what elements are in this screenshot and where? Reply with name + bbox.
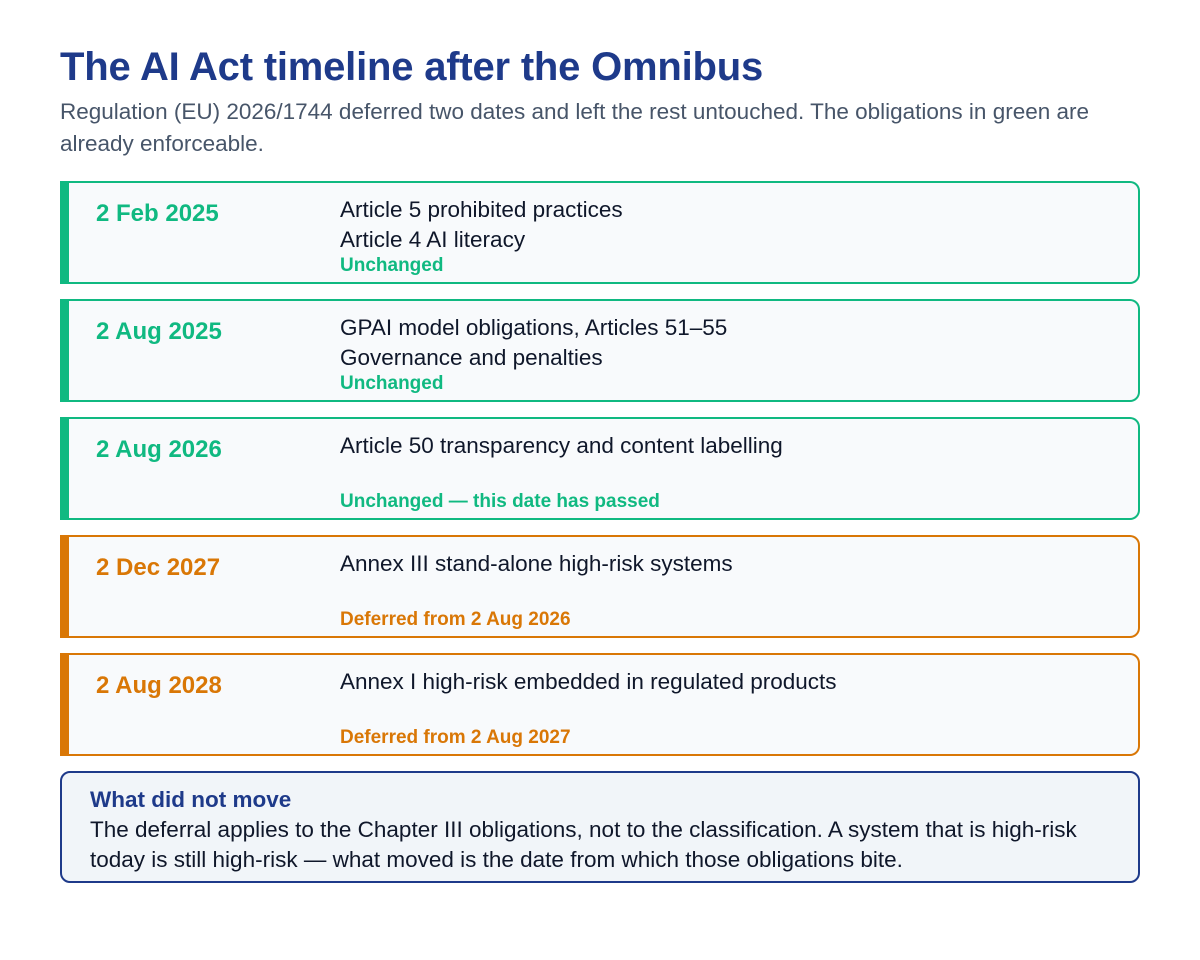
- timeline-item: Article 4 AI literacy: [340, 227, 526, 252]
- page: The AI Act timeline after the Omnibus Re…: [60, 44, 1140, 883]
- timeline-date: 2 Dec 2027: [96, 554, 221, 581]
- timeline-status: Unchanged: [340, 255, 444, 276]
- timeline-date: 2 Aug 2028: [96, 672, 222, 699]
- timeline-items: Annex III stand-alone high-risk systems: [340, 549, 1100, 579]
- timeline-row: 2 Feb 2025 Article 5 prohibited practices…: [60, 181, 1140, 284]
- timeline-row: 2 Aug 2026 Article 50 transparency and co…: [60, 417, 1140, 520]
- timeline-item: Governance and penalties: [340, 345, 603, 370]
- timeline-status: Deferred from 2 Aug 2026: [340, 609, 571, 630]
- timeline: 2 Feb 2025 Article 5 prohibited practices…: [60, 181, 1140, 756]
- note-title: What did not move: [90, 787, 292, 812]
- timeline-item: Annex III stand-alone high-risk systems: [340, 551, 733, 576]
- timeline-item: GPAI model obligations, Articles 51–55: [340, 315, 728, 340]
- timeline-status: Unchanged — this date has passed: [340, 491, 660, 512]
- note-box: What did not move The deferral applies t…: [60, 771, 1140, 883]
- timeline-items: Annex I high-risk embedded in regulated …: [340, 667, 1100, 697]
- timeline-item: Article 50 transparency and content labe…: [340, 433, 783, 458]
- timeline-items: Article 50 transparency and content labe…: [340, 431, 1100, 461]
- page-subtitle: Regulation (EU) 2026/1744 deferred two d…: [60, 99, 1090, 156]
- timeline-row: 2 Dec 2027 Annex III stand-alone high-ris…: [60, 535, 1140, 638]
- timeline-date: 2 Feb 2025: [96, 200, 219, 227]
- timeline-row: 2 Aug 2028 Annex I high-risk embedded in …: [60, 653, 1140, 756]
- timeline-row: 2 Aug 2025 GPAI model obligations, Articl…: [60, 299, 1140, 402]
- timeline-status: Unchanged: [340, 373, 444, 394]
- timeline-date: 2 Aug 2026: [96, 436, 222, 463]
- note-text: The deferral applies to the Chapter III …: [90, 817, 1077, 872]
- timeline-item: Annex I high-risk embedded in regulated …: [340, 669, 837, 694]
- page-title: The AI Act timeline after the Omnibus: [60, 45, 764, 89]
- timeline-item: Article 5 prohibited practices: [340, 197, 623, 222]
- timeline-items: Article 5 prohibited practices Article 4 …: [340, 195, 1100, 255]
- timeline-status: Deferred from 2 Aug 2027: [340, 727, 571, 748]
- timeline-date: 2 Aug 2025: [96, 318, 222, 345]
- timeline-items: GPAI model obligations, Articles 51–55 Go…: [340, 313, 1100, 373]
